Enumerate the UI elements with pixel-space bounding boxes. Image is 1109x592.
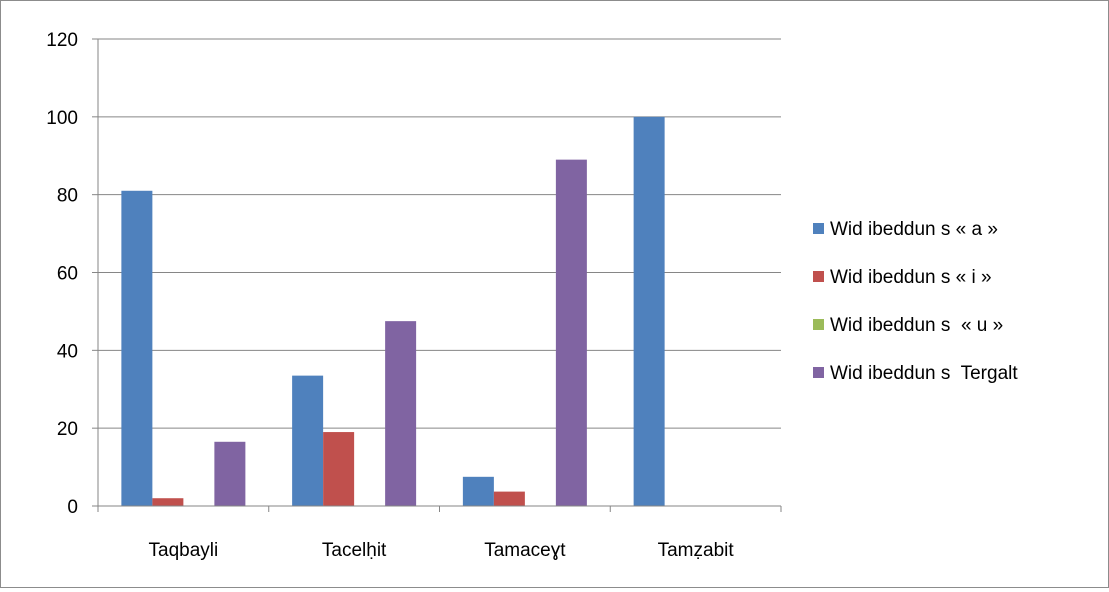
bar bbox=[214, 441, 246, 506]
axes: 0 20 40 60 80 100 120 Taqbayli Tacelḥit Tamaceɣt T… bbox=[46, 30, 782, 561]
y-tick-label: 60 bbox=[57, 264, 78, 285]
x-tick-label: Tamẓabit bbox=[658, 540, 735, 561]
x-tick-label: Taqbayli bbox=[149, 540, 219, 561]
y-tick-label: 20 bbox=[57, 419, 78, 440]
bar bbox=[555, 159, 587, 506]
legend: Wid ibeddun s « a » Wid ibeddun s « i » Wi… bbox=[813, 219, 1018, 384]
legend-swatch bbox=[813, 271, 824, 282]
y-tick-label: 100 bbox=[46, 108, 78, 129]
y-tick-label: 120 bbox=[46, 30, 78, 51]
legend-label: Wid ibeddun s « i » bbox=[830, 267, 992, 288]
legend-swatch bbox=[813, 223, 824, 234]
bar bbox=[385, 321, 417, 506]
bar bbox=[493, 491, 525, 506]
x-tick-label: Tamaceɣt bbox=[484, 540, 566, 561]
bar bbox=[323, 432, 355, 506]
gridlines bbox=[98, 38, 781, 429]
legend-label: Wid ibeddun s « a » bbox=[830, 219, 998, 240]
bar bbox=[633, 116, 665, 506]
x-tick-label: Tacelḥit bbox=[322, 540, 387, 561]
bar bbox=[152, 498, 184, 506]
y-tick-label: 40 bbox=[57, 341, 78, 362]
y-tick-label: 80 bbox=[57, 186, 78, 207]
legend-label: Wid ibeddun s Tergalt bbox=[830, 363, 1018, 384]
y-tick-label: 0 bbox=[67, 497, 78, 518]
bar bbox=[462, 476, 494, 506]
legend-swatch bbox=[813, 367, 824, 378]
legend-label: Wid ibeddun s « u » bbox=[830, 315, 1003, 336]
legend-swatch bbox=[813, 319, 824, 330]
bars bbox=[121, 116, 665, 506]
bar bbox=[121, 190, 153, 506]
bar bbox=[292, 375, 324, 506]
